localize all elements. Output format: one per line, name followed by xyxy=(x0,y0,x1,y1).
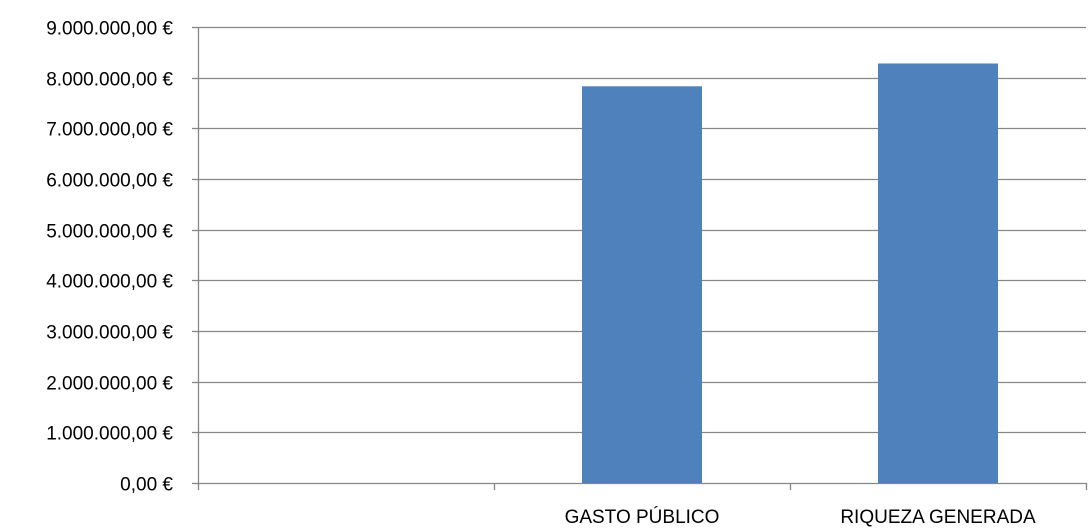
y-tick-label: 5.000.000,00 € xyxy=(46,222,173,243)
y-tick-label: 1.000.000,00 € xyxy=(46,424,173,445)
y-tick-label: 8.000.000,00 € xyxy=(46,70,173,91)
bars xyxy=(582,63,998,483)
y-tick-label: 4.000.000,00 € xyxy=(46,272,173,293)
axes xyxy=(192,26,1088,490)
y-tick-label: 2.000.000,00 € xyxy=(46,374,173,395)
y-axis-tick-labels: 0,00 € 1.000.000,00 € 2.000.000,00 € 3.000.… xyxy=(46,19,173,496)
x-category-label: RIQUEZA GENERADA xyxy=(840,507,1036,528)
bar xyxy=(878,63,998,483)
y-tick-label: 3.000.000,00 € xyxy=(46,323,173,344)
y-tick-label: 9.000.000,00 € xyxy=(46,19,173,40)
bar xyxy=(582,86,702,483)
x-axis-category-labels: GASTO PÚBLICO RIQUEZA GENERADA xyxy=(565,506,1036,528)
y-tick-label: 0,00 € xyxy=(120,475,173,496)
y-tick-label: 6.000.000,00 € xyxy=(46,171,173,192)
x-category-label: GASTO PÚBLICO xyxy=(565,506,720,528)
y-tick-label: 7.000.000,00 € xyxy=(46,120,173,141)
